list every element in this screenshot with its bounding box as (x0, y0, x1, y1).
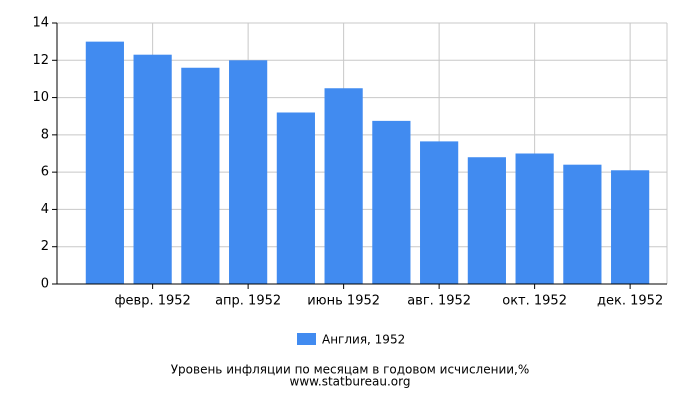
bar (467, 157, 506, 284)
y-tick-label: 4 (41, 202, 49, 217)
bar (229, 60, 268, 285)
y-tick-label: 6 (41, 165, 49, 180)
y-tick-label: 14 (32, 16, 49, 31)
chart-source: www.statbureau.org (290, 375, 411, 389)
x-tick-label: дек. 1952 (597, 294, 663, 309)
bar (563, 164, 602, 284)
bar (515, 153, 554, 284)
bar (133, 54, 172, 284)
x-tick-label: авг. 1952 (407, 294, 471, 309)
chart-title: Уровень инфляции по месяцам в годовом ис… (171, 363, 530, 377)
legend-label: Англия, 1952 (322, 333, 405, 347)
bar (372, 120, 411, 284)
x-tick-label: апр. 1952 (215, 294, 281, 309)
x-tick-label: июнь 1952 (307, 294, 380, 309)
y-tick-label: 12 (32, 53, 49, 68)
bar (276, 112, 315, 284)
y-tick-label: 0 (41, 277, 49, 292)
bar (181, 67, 220, 284)
y-tick-label: 2 (41, 239, 49, 254)
y-tick-label: 8 (41, 127, 49, 142)
bar (420, 141, 459, 284)
y-tick-label: 10 (32, 90, 49, 105)
bar (611, 170, 650, 284)
legend-swatch (297, 333, 316, 345)
x-tick-label: окт. 1952 (502, 294, 567, 309)
x-tick-label: февр. 1952 (114, 294, 190, 309)
bar (324, 88, 363, 284)
bar (85, 41, 124, 285)
